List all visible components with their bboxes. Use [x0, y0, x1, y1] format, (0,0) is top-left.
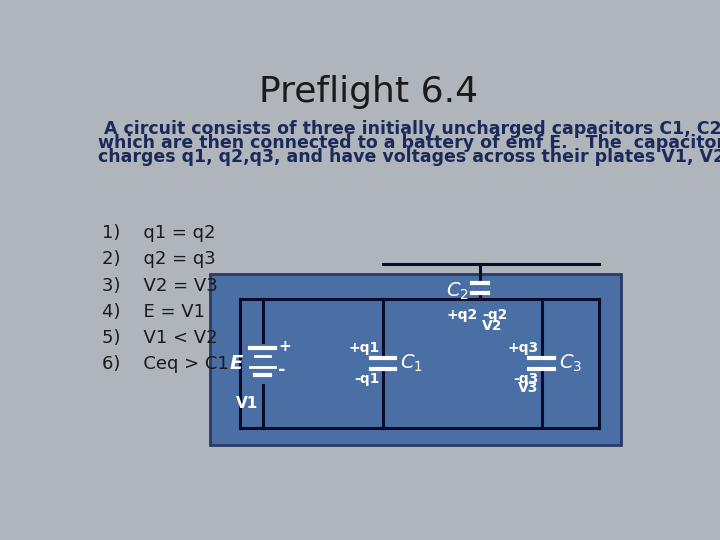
Bar — [210, 274, 621, 445]
Text: $\mathit{C}_1$: $\mathit{C}_1$ — [400, 353, 423, 374]
Text: 6)    Ceq > C1: 6) Ceq > C1 — [102, 355, 228, 373]
Text: +q1: +q1 — [348, 341, 380, 355]
Text: V1: V1 — [235, 396, 258, 411]
Text: -q1: -q1 — [354, 372, 380, 386]
Text: +q2: +q2 — [446, 308, 477, 322]
Text: +q3: +q3 — [508, 341, 539, 355]
Bar — [210, 274, 621, 445]
Text: which are then connected to a battery of emf Е.   The  capacitors  obtain: which are then connected to a battery of… — [98, 134, 720, 152]
Text: +: + — [279, 339, 291, 354]
Text: E: E — [230, 354, 243, 373]
Text: -q2: -q2 — [482, 308, 508, 322]
Text: 5)    V1 < V2: 5) V1 < V2 — [102, 329, 217, 347]
Text: V3: V3 — [518, 381, 539, 395]
Text: -q3: -q3 — [513, 372, 539, 386]
Text: 1)    q1 = q2: 1) q1 = q2 — [102, 224, 215, 242]
Text: -: - — [279, 361, 286, 379]
Text: 3)    V2 = V3: 3) V2 = V3 — [102, 276, 217, 294]
Text: 2)    q2 = q3: 2) q2 = q3 — [102, 251, 215, 268]
Text: V2: V2 — [482, 319, 503, 333]
Text: 4)    E = V1: 4) E = V1 — [102, 303, 204, 321]
Text: Preflight 6.4: Preflight 6.4 — [259, 75, 479, 109]
Text: $\mathit{C}_3$: $\mathit{C}_3$ — [559, 353, 582, 374]
Text: $\mathit{C}_2$: $\mathit{C}_2$ — [446, 280, 469, 302]
Text: charges q1, q2,q3, and have voltages across their plates V1, V2, and V3.: charges q1, q2,q3, and have voltages acr… — [98, 148, 720, 166]
Text: A circuit consists of three initially uncharged capacitors C1, C2, and C3,: A circuit consists of three initially un… — [98, 120, 720, 138]
